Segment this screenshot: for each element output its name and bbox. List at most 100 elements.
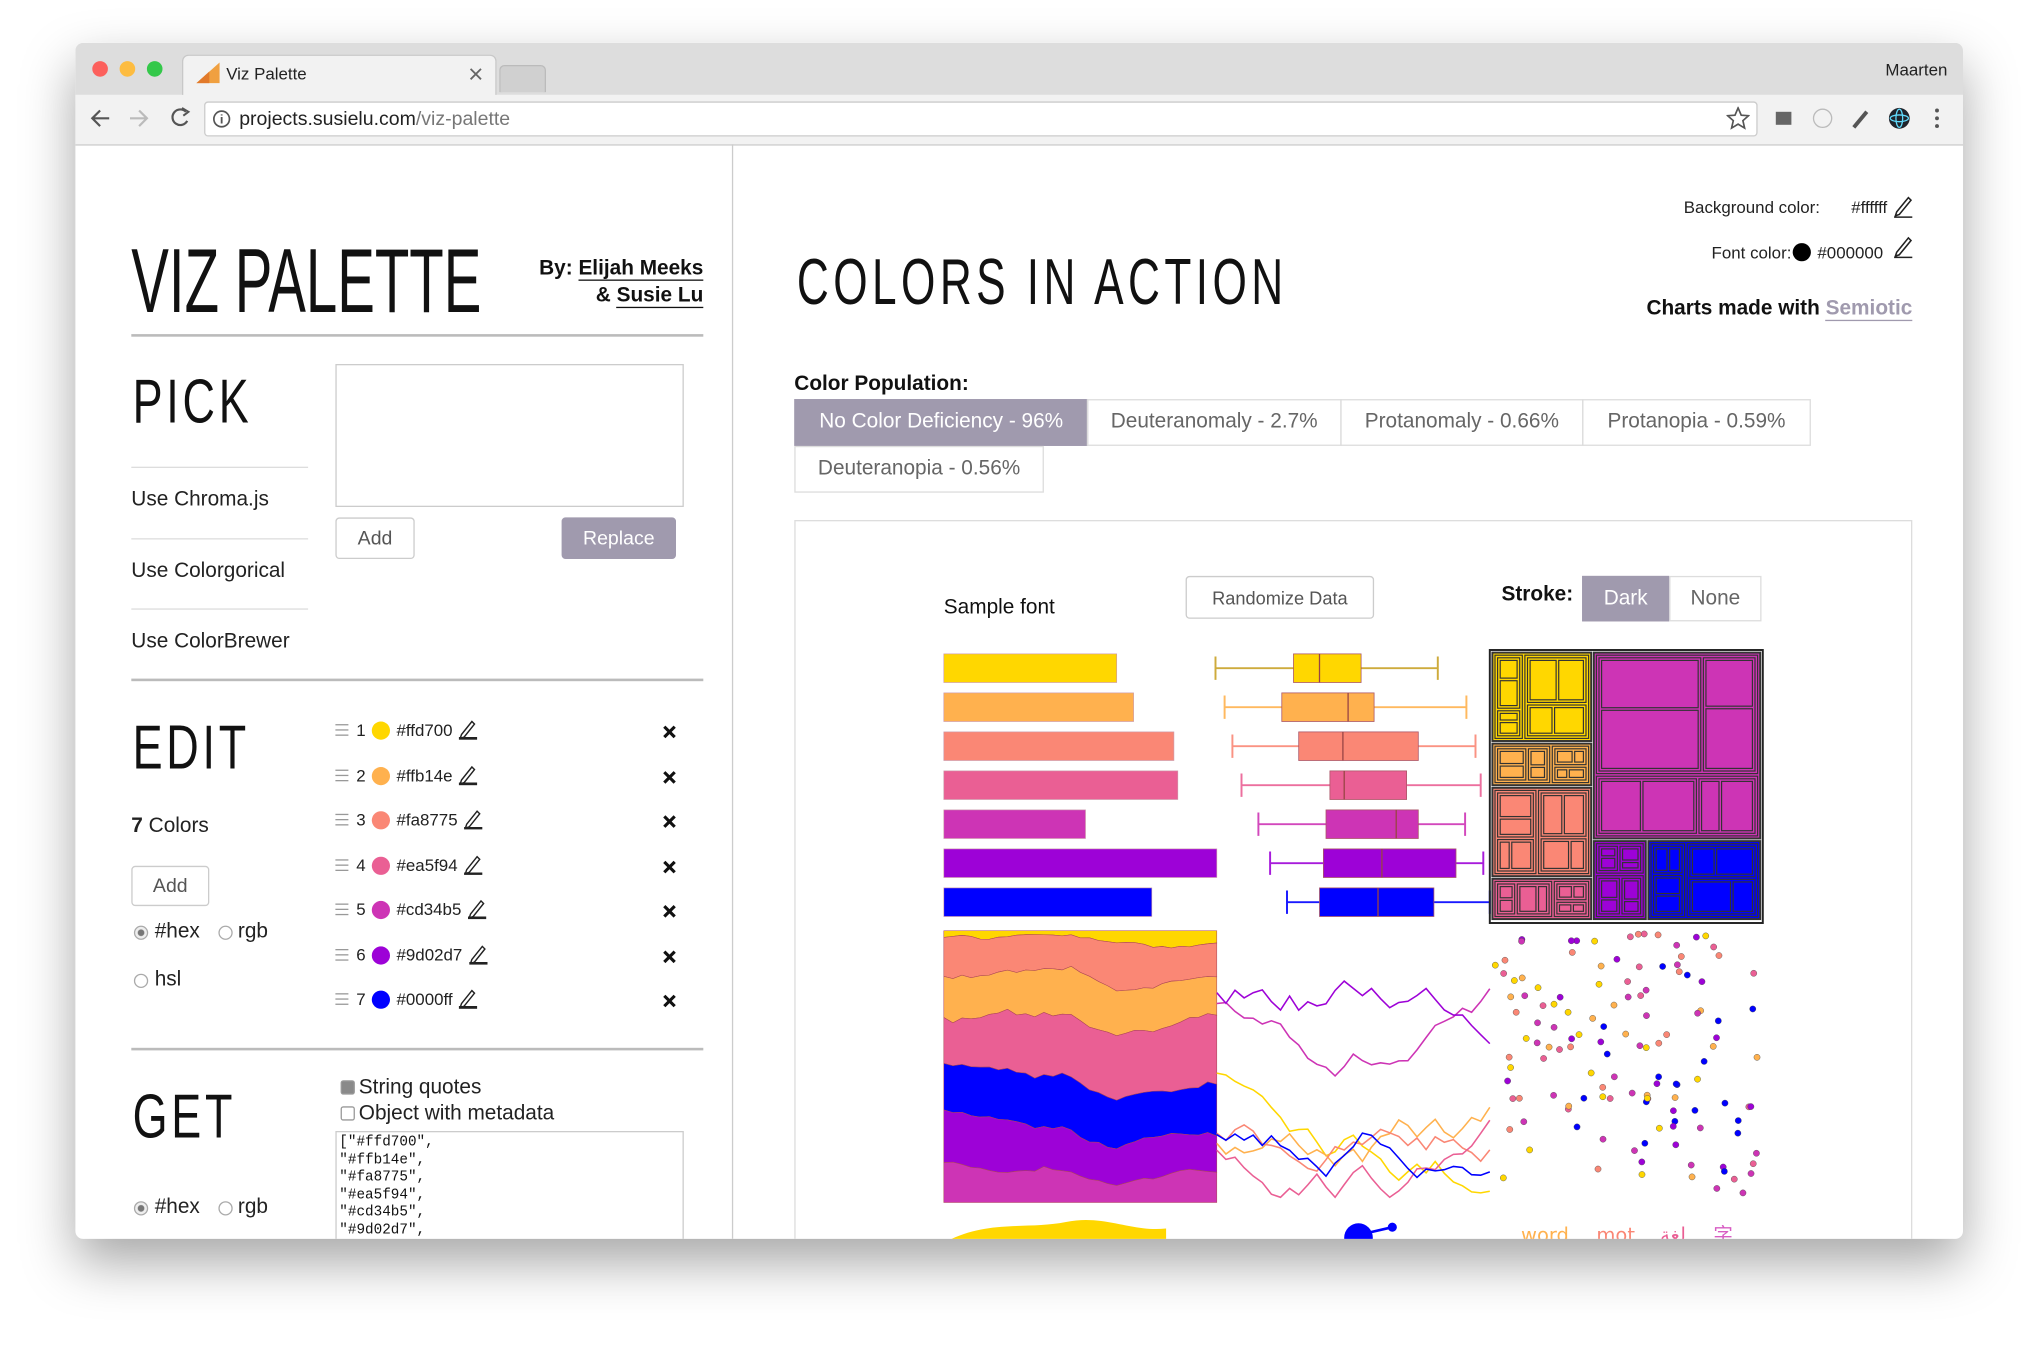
treemap-cell	[1563, 795, 1584, 835]
tab-close[interactable]	[469, 68, 482, 81]
radio[interactable]	[218, 1201, 233, 1216]
scatter-dot	[1637, 992, 1645, 999]
scatter-dot	[1675, 968, 1683, 976]
randomize-button[interactable]: Randomize Data	[1185, 575, 1375, 619]
checkbox[interactable]	[340, 1106, 355, 1121]
radio[interactable]	[218, 925, 233, 940]
output-line: "#cd34b5",	[339, 1205, 426, 1222]
new-tab[interactable]	[499, 65, 546, 93]
scatter-dot	[1521, 992, 1529, 1000]
population-tab[interactable]: Protanopia - 0.59%	[1582, 399, 1811, 446]
scatter-dot	[1698, 978, 1706, 985]
output-line: "#fa8775",	[339, 1170, 426, 1186]
scatter-dot	[1640, 930, 1648, 938]
checkbox[interactable]	[340, 1080, 355, 1095]
drag-handle[interactable]	[335, 858, 349, 871]
edit-icon[interactable]	[468, 943, 487, 964]
scatter-dot	[1509, 1095, 1517, 1102]
edit-icon[interactable]	[459, 987, 478, 1009]
radio[interactable]	[133, 973, 149, 988]
credit-link[interactable]: Semiotic	[1825, 297, 1913, 322]
drag-handle[interactable]	[335, 993, 349, 1005]
drag-handle-mid	[335, 953, 349, 955]
stream-band	[943, 1161, 1218, 1203]
scatter-dot	[1749, 1005, 1757, 1013]
add-button[interactable]: Add	[335, 517, 415, 559]
scatter-dot	[1550, 1000, 1558, 1008]
palette-input[interactable]	[335, 364, 684, 507]
address-bar[interactable]	[204, 101, 1758, 137]
radio[interactable]	[133, 1201, 149, 1216]
drag-handle[interactable]	[335, 813, 349, 826]
zoom-button[interactable]	[146, 61, 163, 77]
scatter-dot	[1655, 1073, 1662, 1081]
edit-icons[interactable]	[1893, 195, 1914, 260]
author-link[interactable]: Susie Lu	[616, 284, 704, 309]
scatter-dot	[1533, 1039, 1541, 1047]
chart-panel	[794, 520, 1913, 1239]
edit-icon[interactable]	[467, 898, 487, 920]
color-index: 5	[356, 899, 366, 920]
scatter-dot	[1624, 978, 1631, 985]
drag-handle-mid	[335, 774, 349, 776]
scatter-dot	[1575, 1031, 1583, 1038]
delete-icon[interactable]	[663, 946, 676, 963]
delete-icon[interactable]	[663, 811, 676, 828]
scatter-dot	[1518, 974, 1526, 982]
delete-icon[interactable]	[663, 856, 676, 873]
edit-icon[interactable]	[464, 853, 483, 875]
bookmark-star[interactable]	[1726, 106, 1750, 130]
drag-handle[interactable]	[335, 768, 349, 781]
delete-icon[interactable]	[663, 991, 676, 1008]
pick-option[interactable]: Use ColorBrewer	[131, 630, 290, 653]
delete-icon[interactable]	[663, 901, 676, 918]
output-box[interactable]	[335, 1131, 684, 1239]
stroke-option[interactable]: None	[1669, 575, 1762, 622]
scatter-dot	[1595, 980, 1603, 988]
drag-handle[interactable]	[335, 948, 349, 961]
color-index: 6	[356, 944, 366, 964]
add-color-button[interactable]: Add	[131, 865, 210, 907]
scatter-dot	[1589, 1015, 1597, 1022]
drag-handle[interactable]	[335, 724, 349, 736]
color-swatch	[371, 990, 390, 1009]
delete-icon[interactable]	[663, 766, 676, 784]
population-tab[interactable]: No Color Deficiency - 96%	[794, 399, 1089, 446]
population-tab[interactable]: Protanomaly - 0.66%	[1340, 399, 1584, 446]
drag-handle-mid	[335, 998, 349, 1000]
color-hex: #9d02d7	[396, 944, 463, 964]
cross	[663, 904, 676, 918]
delete-icon[interactable]	[663, 722, 676, 739]
population-tab[interactable]: Deuteranopia - 0.56%	[794, 445, 1044, 493]
app-title: VIZ PALETTE	[131, 230, 482, 332]
scatter-dot	[1734, 1117, 1742, 1124]
scatter-dot	[1734, 1129, 1742, 1137]
separator	[131, 608, 309, 610]
separator	[131, 466, 309, 468]
author-link[interactable]: Elijah Meeks	[578, 257, 704, 281]
edit-icon[interactable]	[464, 808, 483, 830]
edit-icon[interactable]	[459, 718, 478, 740]
replace-button[interactable]: Replace	[561, 517, 676, 559]
pencil	[459, 720, 476, 740]
extensions[interactable]	[1773, 107, 1950, 130]
sample-bar	[943, 887, 1153, 917]
radio[interactable]	[133, 925, 149, 940]
nav-buttons[interactable]	[88, 105, 205, 131]
scatter-dot	[1710, 943, 1717, 951]
color-index: 7	[356, 989, 366, 1009]
edit-icon[interactable]	[459, 763, 478, 785]
close-button[interactable]	[92, 61, 108, 77]
sample-bar	[943, 653, 1118, 683]
drag-handle[interactable]	[335, 903, 349, 916]
scatter-dot	[1677, 953, 1685, 960]
pick-option[interactable]: Use Chroma.js	[131, 488, 269, 511]
population-tab[interactable]: Deuteranomaly - 2.7%	[1086, 399, 1342, 446]
pick-option[interactable]: Use Colorgorical	[131, 559, 286, 582]
tab[interactable]	[182, 54, 497, 98]
minimize-button[interactable]	[119, 61, 136, 77]
drag-handle-mid	[335, 819, 349, 821]
scatter-dot	[1573, 1123, 1581, 1131]
tab-title: Viz Palette	[226, 63, 307, 84]
stroke-option[interactable]: Dark	[1582, 575, 1670, 622]
